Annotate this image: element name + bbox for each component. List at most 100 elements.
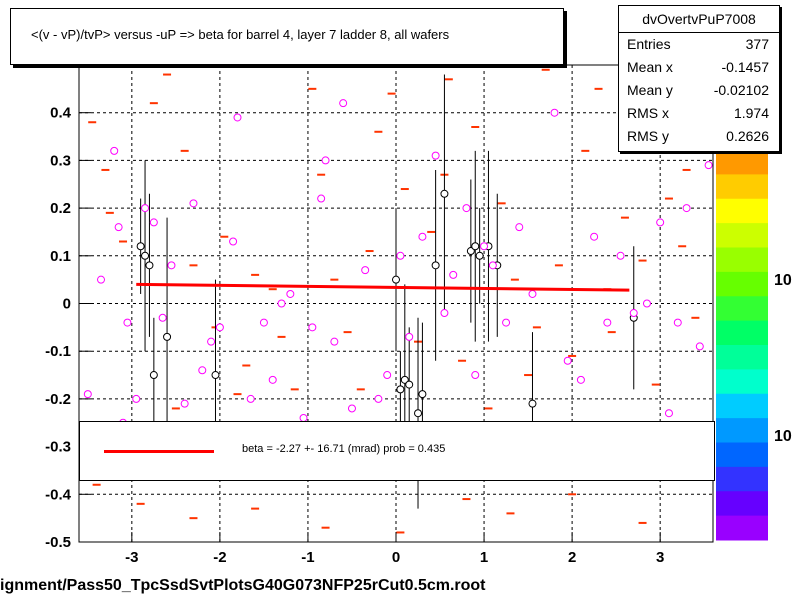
data-point	[198, 366, 207, 375]
y-axis-ticks: -0.5 -0.4 -0.3 -0.2 -0.1 0 0.1 0.2 0.3 0.4	[45, 105, 91, 551]
data-point	[431, 151, 440, 160]
chart-title: <(v - vP)/tvP> versus -uP => beta for ba…	[31, 27, 450, 42]
stats-row-entries: Entries 377	[627, 36, 769, 52]
profile-point	[145, 261, 154, 270]
palette-band	[716, 296, 768, 322]
data-point	[704, 161, 713, 170]
data-point	[97, 275, 106, 284]
x-tick-label: 3	[656, 549, 664, 566]
chart-title-box: <(v - vP)/tvP> versus -uP => beta for ba…	[10, 8, 564, 65]
x-tick-label: -2	[213, 549, 226, 566]
data-point	[502, 318, 511, 327]
data-point	[149, 218, 158, 227]
data-point	[682, 204, 691, 213]
data-point	[229, 237, 238, 246]
data-point	[180, 399, 189, 408]
data-point	[141, 204, 150, 213]
data-point	[480, 242, 489, 251]
data-point	[603, 318, 612, 327]
stats-row-rms-y: RMS y 0.2626	[627, 128, 769, 144]
data-point	[616, 251, 625, 260]
data-point	[695, 342, 704, 351]
stats-box: dvOvertvPuP7008 Entries 377 Mean x -0.1457…	[618, 5, 780, 152]
data-point	[83, 390, 92, 399]
stats-name: dvOvertvPuP7008	[619, 6, 779, 33]
palette-label-lower: 10	[774, 428, 792, 445]
x-tick-label: 1	[480, 549, 488, 566]
data-point	[563, 356, 572, 365]
profile-point	[392, 275, 400, 284]
palette-band	[716, 393, 768, 419]
color-palette	[716, 150, 768, 541]
profile-point	[396, 385, 405, 394]
data-point	[277, 299, 286, 308]
data-point	[374, 394, 383, 403]
x-tick-label: -1	[301, 549, 314, 566]
data-point	[110, 146, 119, 155]
data-point	[440, 309, 449, 318]
palette-band	[716, 150, 768, 175]
data-point	[488, 261, 497, 270]
data-point	[471, 371, 480, 380]
data-point	[656, 218, 665, 227]
data-point	[418, 232, 427, 241]
palette-band	[716, 418, 768, 443]
y-tick-label: 0.3	[50, 152, 71, 169]
data-point	[642, 299, 651, 308]
data-point	[189, 199, 198, 208]
palette-band	[716, 491, 768, 517]
profile-point	[149, 371, 158, 380]
legend-fit-swatch	[104, 450, 214, 453]
y-tick-label: 0.1	[50, 248, 71, 265]
data-point	[528, 289, 537, 298]
data-point	[246, 394, 255, 403]
stats-row-mean-x: Mean x -0.1457	[627, 59, 769, 75]
y-tick-label: 0.4	[50, 105, 72, 122]
data-point	[114, 223, 123, 232]
y-tick-label: 0	[63, 296, 71, 313]
profile-point	[418, 390, 427, 399]
data-point	[123, 318, 132, 327]
palette-band	[716, 174, 768, 200]
data-point	[383, 371, 392, 380]
data-point	[233, 113, 242, 122]
y-tick-label: -0.4	[45, 486, 72, 503]
data-point	[167, 261, 176, 270]
profile-point	[431, 261, 440, 270]
data-point	[673, 318, 682, 327]
profile-point	[440, 189, 449, 198]
y-tick-label: -0.5	[45, 534, 71, 551]
data-point	[405, 332, 414, 341]
profile-point	[475, 251, 484, 260]
fit-line-segment	[136, 282, 630, 292]
profile-point	[163, 332, 172, 341]
y-tick-label: -0.3	[45, 439, 71, 456]
y-tick-label: -0.2	[45, 391, 71, 408]
data-point	[590, 232, 599, 241]
profile-point	[528, 399, 537, 408]
palette-band	[716, 345, 768, 370]
data-point	[361, 266, 370, 275]
data-point	[215, 323, 224, 332]
palette-band	[716, 223, 768, 248]
palette-band	[716, 198, 768, 224]
file-path-footer: ignment/Pass50_TpcSsdSvtPlotsG40G073NFP2…	[0, 577, 486, 594]
data-point	[396, 251, 405, 260]
data-point	[132, 394, 141, 403]
profile-point	[141, 251, 150, 260]
data-point	[158, 313, 167, 322]
profile-point	[211, 371, 220, 380]
profile-point	[471, 242, 480, 251]
data-point	[550, 108, 559, 117]
data-point	[286, 289, 295, 298]
palette-label-upper: 10	[774, 272, 792, 289]
data-point	[449, 270, 458, 279]
palette-band	[716, 247, 768, 273]
magenta-markers	[83, 99, 713, 427]
profile-point	[466, 247, 475, 256]
stats-row-rms-x: RMS x 1.974	[627, 105, 769, 121]
fit-legend: beta = -2.27 +- 16.71 (mrad) prob = 0.43…	[79, 421, 715, 481]
x-tick-label: 0	[392, 549, 400, 566]
x-tick-label: -3	[125, 549, 138, 566]
data-point	[317, 194, 326, 203]
